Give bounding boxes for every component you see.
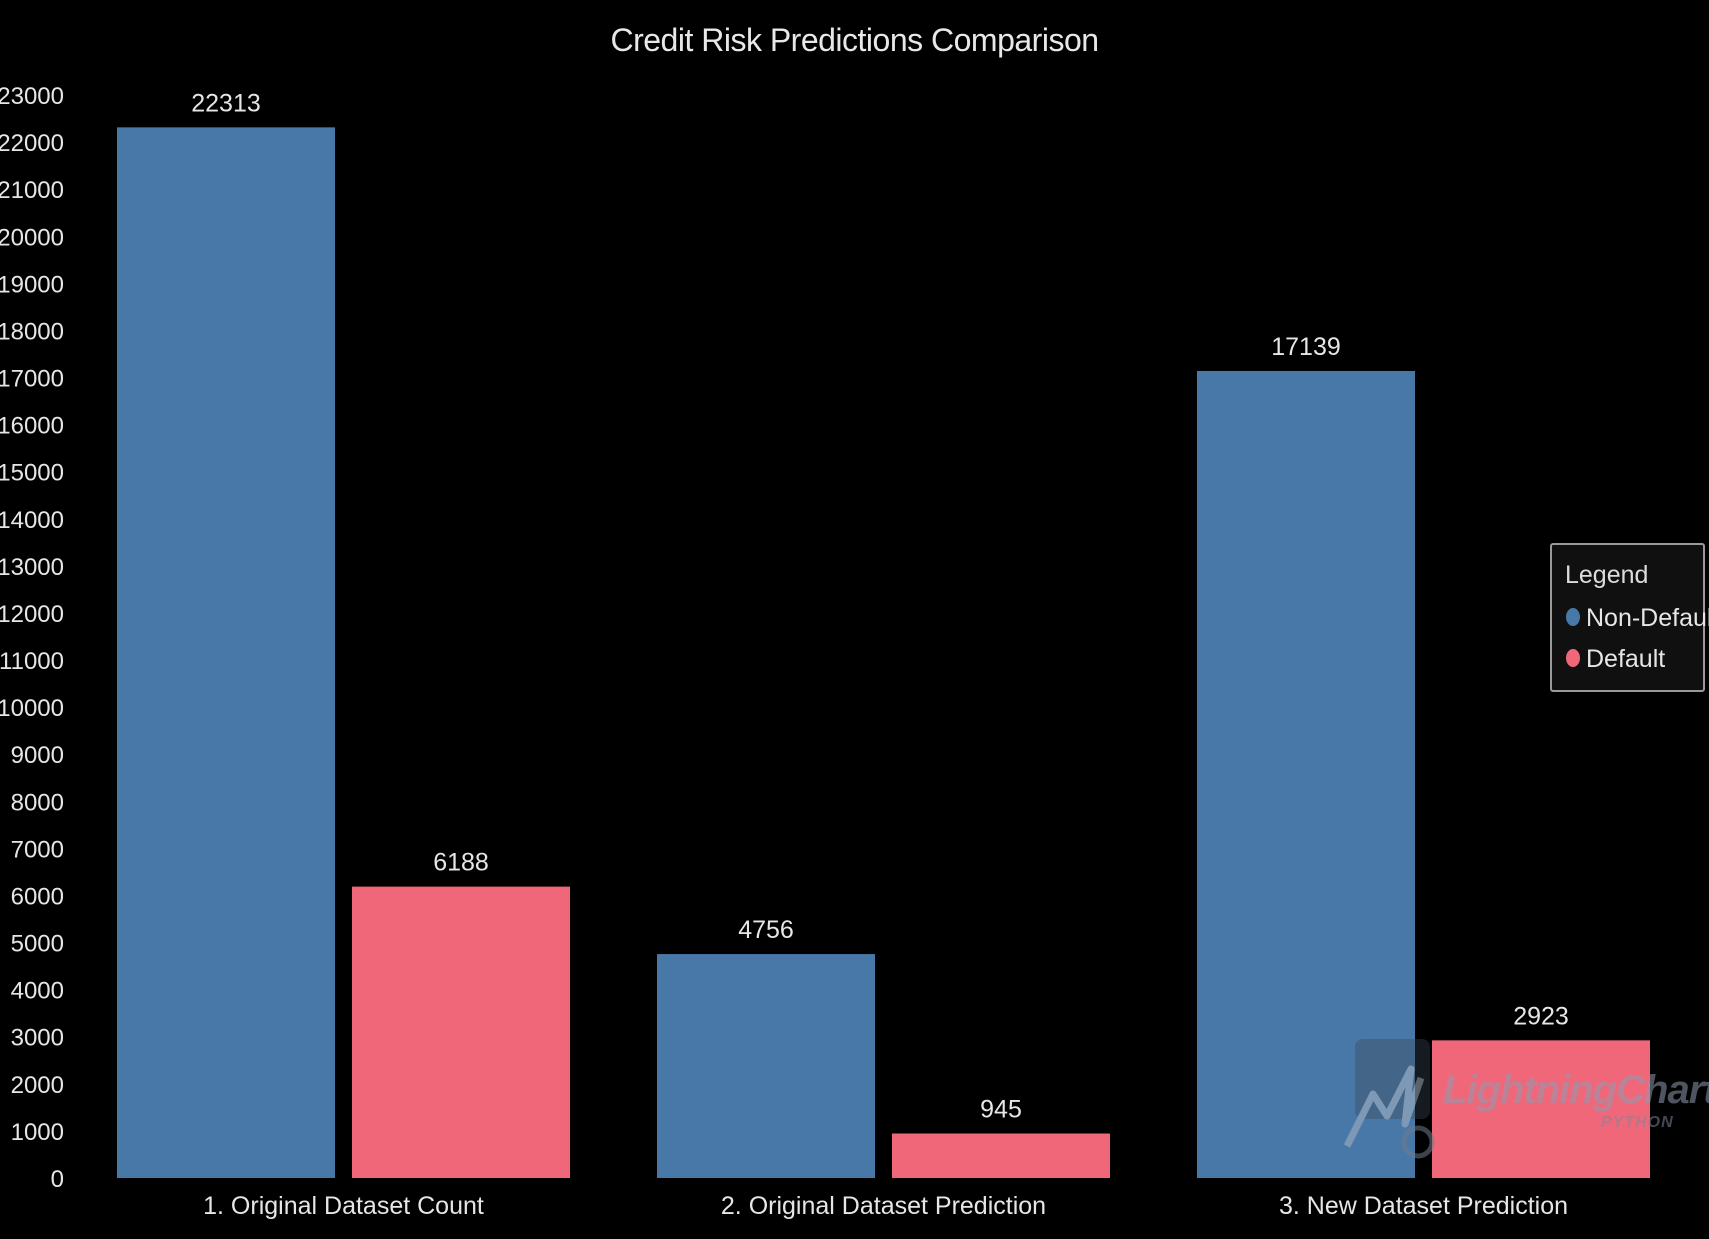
y-tick-label: 20000 xyxy=(0,224,64,251)
legend-dot-icon xyxy=(1566,649,1580,668)
y-tick-label: 7000 xyxy=(11,836,64,863)
y-tick-label: 0 xyxy=(51,1166,64,1193)
legend-item-default: Default xyxy=(1566,645,1665,674)
bar-default-2 xyxy=(892,1133,1110,1178)
y-tick-label: 19000 xyxy=(0,271,64,298)
legend-dot-icon xyxy=(1566,608,1580,627)
bar-non-default-1 xyxy=(117,127,335,1178)
y-tick-label: 12000 xyxy=(0,601,64,628)
data-label: 6188 xyxy=(433,849,489,877)
watermark-subtext: PYTHON xyxy=(1601,1114,1674,1131)
x-category-label: 3. New Dataset Prediction xyxy=(1279,1192,1568,1220)
y-axis: 0 1000 2000 3000 4000 5000 6000 7000 8000 9000 100… xyxy=(0,83,64,1193)
y-tick-label: 13000 xyxy=(0,554,64,581)
y-tick-label: 10000 xyxy=(0,695,64,722)
watermark: LightningChart PYTHON xyxy=(1343,1034,1709,1164)
x-axis: 1. Original Dataset Count 2. Original Dat… xyxy=(203,1192,1568,1220)
chart-title: Credit Risk Predictions Comparison xyxy=(610,22,1099,58)
data-label: 2923 xyxy=(1513,1002,1569,1030)
legend: Legend Non-Default Default xyxy=(1550,543,1709,692)
bar-default-1 xyxy=(352,886,570,1178)
y-tick-label: 22000 xyxy=(0,130,64,157)
data-label: 945 xyxy=(980,1096,1022,1124)
y-tick-label: 5000 xyxy=(11,931,64,958)
y-tick-label: 2000 xyxy=(11,1072,64,1099)
data-labels-group: 22313 6188 4756 945 17139 2923 xyxy=(191,89,1569,1123)
y-tick-label: 9000 xyxy=(11,742,64,769)
y-tick-label: 18000 xyxy=(0,318,64,345)
watermark-text: LightningChart xyxy=(1443,1068,1709,1112)
x-category-label: 1. Original Dataset Count xyxy=(203,1192,484,1220)
y-tick-label: 3000 xyxy=(11,1025,64,1052)
y-tick-label: 1000 xyxy=(11,1119,64,1146)
y-tick-label: 4000 xyxy=(11,978,64,1005)
y-tick-label: 6000 xyxy=(11,883,64,910)
y-tick-label: 8000 xyxy=(11,789,64,816)
bar-non-default-3 xyxy=(1197,370,1415,1178)
y-tick-label: 17000 xyxy=(0,366,64,393)
y-tick-label: 14000 xyxy=(0,507,64,534)
y-tick-label: 11000 xyxy=(0,648,64,675)
x-category-label: 2. Original Dataset Prediction xyxy=(721,1192,1046,1220)
y-tick-label: 21000 xyxy=(0,177,64,204)
y-tick-label: 15000 xyxy=(0,460,64,487)
bar-default-3 xyxy=(1432,1040,1650,1178)
legend-label: Non-Default xyxy=(1586,604,1709,632)
y-tick-label: 16000 xyxy=(0,413,64,440)
bars-group xyxy=(117,127,1650,1178)
legend-title: Legend xyxy=(1565,561,1649,589)
data-label: 17139 xyxy=(1271,333,1341,361)
data-label: 4756 xyxy=(738,916,794,944)
bar-non-default-2 xyxy=(657,954,875,1178)
lightning-logo-icon xyxy=(1343,1039,1435,1159)
legend-label: Default xyxy=(1586,645,1666,673)
data-label: 22313 xyxy=(191,89,261,117)
y-tick-label: 23000 xyxy=(0,83,64,110)
legend-item-non-default: Non-Default xyxy=(1566,604,1709,633)
